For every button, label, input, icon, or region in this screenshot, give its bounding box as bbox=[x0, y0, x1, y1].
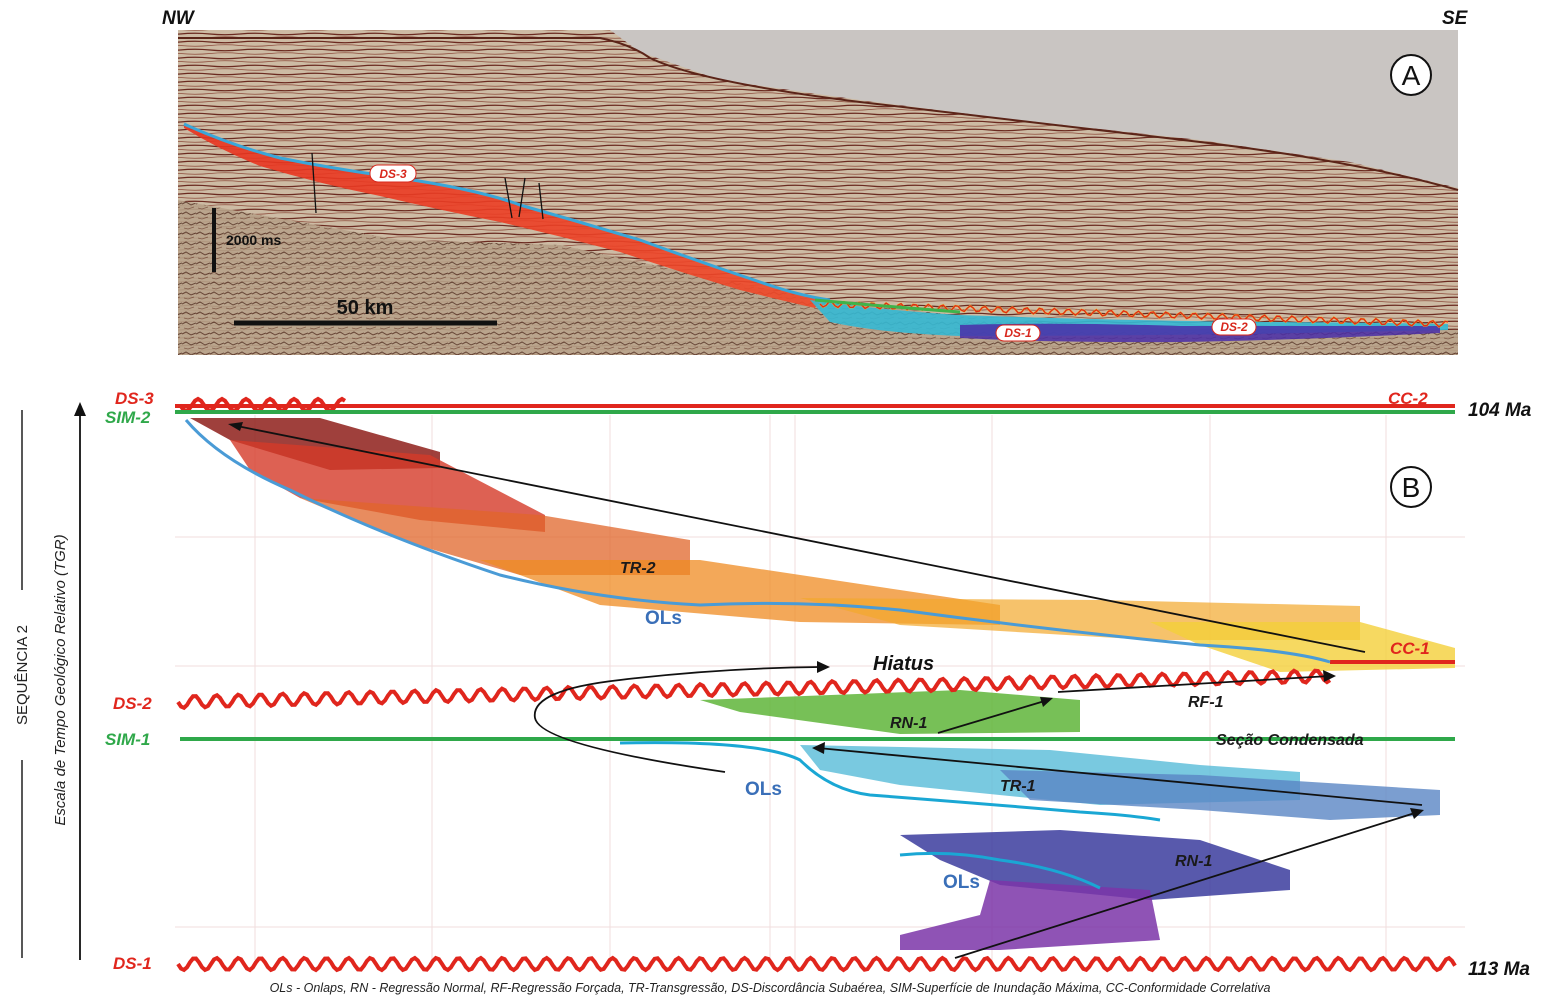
fault-3 bbox=[518, 177, 526, 218]
tr2-label: TR-2 bbox=[620, 560, 656, 577]
time-axis-arrowhead bbox=[74, 402, 86, 416]
ds1-wavy-line bbox=[176, 955, 1457, 973]
arrow-rn1-lower bbox=[954, 811, 1419, 959]
distance-scale-bar: 50 km bbox=[234, 297, 497, 326]
distance-scale-label: 50 km bbox=[337, 297, 394, 319]
sim1-label: SIM-1 bbox=[105, 730, 150, 749]
condensed-section-label: Seção Condensada bbox=[1216, 732, 1364, 749]
arrowhead-hiatus bbox=[817, 661, 830, 673]
ds1-tag-label: DS-1 bbox=[1004, 326, 1032, 340]
ds2-tag: DS-2 bbox=[1211, 318, 1257, 336]
rn1-lower-label: RN-1 bbox=[1175, 853, 1212, 870]
arrowhead-rn1-upper bbox=[1040, 697, 1053, 707]
arrow-heads bbox=[228, 422, 1424, 819]
age-top-label: 104 Ma bbox=[1468, 400, 1532, 421]
panel-a-badge bbox=[1390, 54, 1432, 96]
chrono-panel: DS-3 SIM-2 CC-2 104 Ma CC-1 DS-2 SIM-1 D… bbox=[14, 389, 1532, 980]
panel-b-badge bbox=[1390, 466, 1432, 508]
fault-2 bbox=[504, 177, 513, 219]
green-horizon bbox=[814, 298, 961, 314]
ds1-tag-pill bbox=[995, 324, 1041, 342]
seafloor-line bbox=[178, 37, 1459, 191]
arrowhead-rn1-lower bbox=[1410, 808, 1424, 819]
ols-middle-label: OLs bbox=[745, 779, 782, 800]
ds3-tag-label: DS-3 bbox=[379, 167, 407, 181]
cc1-label: CC-1 bbox=[1390, 639, 1430, 658]
age-bottom-label: 113 Ma bbox=[1468, 959, 1530, 980]
ds2-tag-label: DS-2 bbox=[1220, 320, 1248, 334]
onlap-curve-middle bbox=[619, 741, 1161, 822]
arrowhead-upper bbox=[228, 422, 243, 431]
ols-lower-label: OLs bbox=[943, 872, 980, 893]
panel-b-letter: B bbox=[1402, 472, 1421, 503]
sim2-label: SIM-2 bbox=[105, 408, 151, 427]
arrow-transgression-upper bbox=[231, 424, 1366, 653]
nw-direction-label: NW bbox=[162, 8, 196, 29]
smear-blue bbox=[1000, 770, 1440, 820]
sequence-label: SEQUÊNCIA 2 bbox=[14, 625, 31, 725]
panel-a-letter: A bbox=[1402, 60, 1421, 91]
onlap-curve-upper bbox=[184, 419, 1331, 664]
ds1-label: DS-1 bbox=[113, 954, 152, 973]
cc2-label: CC-2 bbox=[1388, 389, 1428, 408]
ols-upper-label: OLs bbox=[645, 608, 682, 629]
time-scale-label: 2000 ms bbox=[226, 232, 281, 248]
hiatus-label: Hiatus bbox=[873, 653, 934, 675]
ds1-tag: DS-1 bbox=[995, 324, 1041, 342]
ds2-wavy-horizon-red bbox=[819, 300, 1449, 328]
se-direction-label: SE bbox=[1442, 8, 1469, 29]
fault-1 bbox=[311, 152, 317, 214]
smear-orange-red bbox=[300, 498, 690, 575]
arrow-tr1 bbox=[817, 747, 1423, 806]
time-scale-bar: 2000 ms bbox=[212, 208, 281, 272]
ds3-tag-pill bbox=[369, 164, 417, 183]
lower-onlap-unit-purple bbox=[960, 323, 1440, 343]
smear-red bbox=[230, 440, 545, 532]
trajectory-arrows bbox=[231, 424, 1423, 959]
arrowhead-rf1 bbox=[1323, 670, 1336, 682]
smear-yellow bbox=[1150, 622, 1455, 672]
arrowhead-tr1 bbox=[812, 742, 825, 754]
tr1-label: TR-1 bbox=[1000, 778, 1036, 795]
ds3-tag: DS-3 bbox=[369, 164, 417, 183]
ds3-label: DS-3 bbox=[115, 389, 154, 408]
legend-text: OLs - Onlaps, RN - Regressão Normal, RF-… bbox=[270, 981, 1271, 995]
rf1-label: RF-1 bbox=[1188, 694, 1224, 711]
rn1-upper-label: RN-1 bbox=[890, 715, 927, 732]
time-axis-label: Escala de Tempo Geológico Relativo (TGR) bbox=[52, 534, 69, 825]
arrow-rn1-upper bbox=[937, 699, 1049, 734]
lower-unit-smears bbox=[700, 690, 1440, 950]
onlap-curve-lower bbox=[899, 851, 1101, 890]
arrow-hiatus-loop bbox=[533, 666, 821, 773]
ds2-tag-pill bbox=[1211, 318, 1257, 336]
arrow-rf1 bbox=[1057, 675, 1331, 693]
deep-basement-texture bbox=[178, 200, 1458, 355]
smear-green bbox=[700, 690, 1080, 734]
ds3-blue-horizon bbox=[183, 122, 831, 302]
ds2-wavy-line bbox=[176, 668, 1332, 711]
water-column bbox=[610, 30, 1458, 188]
smear-purple bbox=[900, 880, 1160, 950]
upper-unit-smears bbox=[190, 418, 1455, 672]
seismic-panel: DS-3 DS-1 DS-2 2000 ms 50 km A bbox=[178, 30, 1459, 355]
ds2-label: DS-2 bbox=[113, 694, 152, 713]
fault-4 bbox=[538, 182, 544, 220]
faults bbox=[311, 152, 544, 220]
ds3-wavy-line bbox=[178, 396, 347, 414]
